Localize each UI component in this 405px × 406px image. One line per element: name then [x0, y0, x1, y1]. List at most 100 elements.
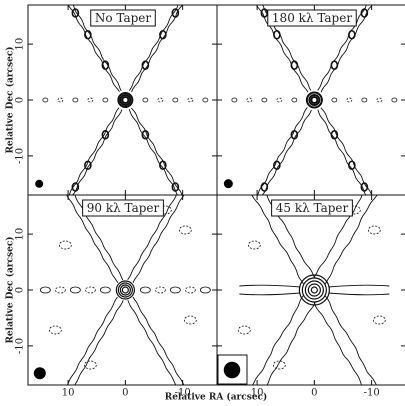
contour-blob: [99, 286, 111, 294]
contour-blob: [276, 97, 283, 103]
contour-ring: [117, 282, 133, 298]
contour: [324, 295, 377, 385]
contour-blob: [376, 97, 383, 103]
contour-blob: [184, 286, 196, 294]
contour-blob: [172, 97, 179, 103]
contour-blob: [54, 286, 66, 294]
contour: [266, 301, 316, 385]
x-tick-label: 0: [311, 388, 317, 399]
contour: [324, 195, 378, 285]
y-tick-label: 0: [15, 287, 26, 293]
contour-blob: [171, 8, 180, 18]
contour-ring: [301, 277, 327, 303]
beam-box: [217, 354, 248, 385]
contour-blob: [141, 130, 150, 140]
contour-blob: [231, 97, 238, 103]
title-box: [82, 199, 164, 217]
x-tick-label: 0: [122, 388, 128, 399]
negative-contour: [178, 225, 192, 235]
contour-blob: [101, 60, 110, 70]
contour-blob: [157, 97, 164, 103]
contour-ring: [307, 283, 321, 297]
contour-blob: [169, 286, 181, 294]
contour-blob: [84, 286, 96, 294]
contour: [74, 195, 124, 281]
contour-ring: [119, 284, 131, 296]
contour-ring: [305, 91, 323, 109]
contour-blob: [346, 97, 353, 103]
x-tick-label: -10: [175, 388, 191, 399]
contour-blob: [360, 182, 369, 192]
contour-blob: [360, 8, 369, 18]
contour-blob: [348, 29, 356, 40]
negative-contour: [367, 225, 381, 235]
x-axis-label: Relative RA (arcsec): [165, 392, 268, 403]
contour: [256, 5, 309, 93]
y-tick-label: -10: [15, 148, 26, 164]
negative-contour: [272, 360, 286, 370]
contour-blob: [199, 286, 211, 294]
contour-blob: [331, 97, 338, 103]
contour-blob: [142, 97, 149, 103]
contour: [67, 5, 120, 93]
contour: [313, 195, 363, 279]
beam: [223, 361, 241, 379]
panel: [231, 5, 398, 195]
contour-blob: [187, 97, 194, 103]
contour-blob: [348, 160, 356, 171]
contour-blob: [39, 286, 51, 294]
panel-title: No Taper: [95, 11, 152, 25]
beam: [35, 179, 44, 188]
panel-title: 90 kλ Taper: [87, 201, 160, 215]
contour: [261, 109, 312, 195]
contour-blob: [84, 160, 92, 171]
beam: [33, 367, 46, 380]
contour-blob: [71, 8, 80, 18]
contour-ring: [121, 96, 130, 104]
contour: [128, 109, 179, 195]
contour-blob: [57, 97, 64, 103]
contour-blob: [273, 160, 281, 171]
title-box: [90, 9, 156, 27]
contour-blob: [290, 130, 299, 140]
panel: [39, 195, 211, 385]
contour-ring: [308, 94, 321, 106]
negative-contour: [58, 240, 72, 250]
contour-blob: [71, 182, 80, 192]
contour: [132, 296, 185, 385]
contour: [313, 301, 363, 385]
contour-blob: [102, 97, 109, 103]
negative-contour: [183, 315, 197, 325]
y-axis-label: Relative Dec (arcsec): [5, 46, 16, 153]
contour: [239, 284, 301, 288]
x-tick-label: -10: [364, 388, 380, 399]
contour-blob: [361, 97, 368, 103]
contour-blob: [154, 286, 166, 294]
contour: [74, 300, 124, 385]
contour: [127, 300, 177, 385]
contour: [66, 195, 119, 283]
negative-contour: [237, 325, 251, 335]
contour-ring: [115, 280, 135, 300]
contour-blob: [171, 182, 180, 192]
contour: [328, 292, 390, 296]
contour-ring: [121, 286, 129, 294]
contour: [127, 195, 177, 281]
panel: [237, 195, 390, 385]
panel: [42, 5, 209, 195]
panel-title: 180 kλ Taper: [272, 11, 352, 25]
y-tick-label: 0: [15, 97, 26, 103]
title-box: [271, 199, 353, 217]
contour-blob: [290, 60, 299, 70]
beam: [223, 179, 233, 189]
contour-ring: [304, 280, 324, 300]
negative-contour: [372, 315, 386, 325]
contour: [239, 292, 301, 296]
contour-ring: [298, 274, 330, 306]
contour-blob: [261, 97, 268, 103]
title-box: [267, 9, 357, 27]
negative-contour: [247, 240, 261, 250]
contour-blob: [246, 97, 253, 103]
contour-blob: [202, 97, 209, 103]
y-tick-label: 10: [15, 38, 26, 51]
